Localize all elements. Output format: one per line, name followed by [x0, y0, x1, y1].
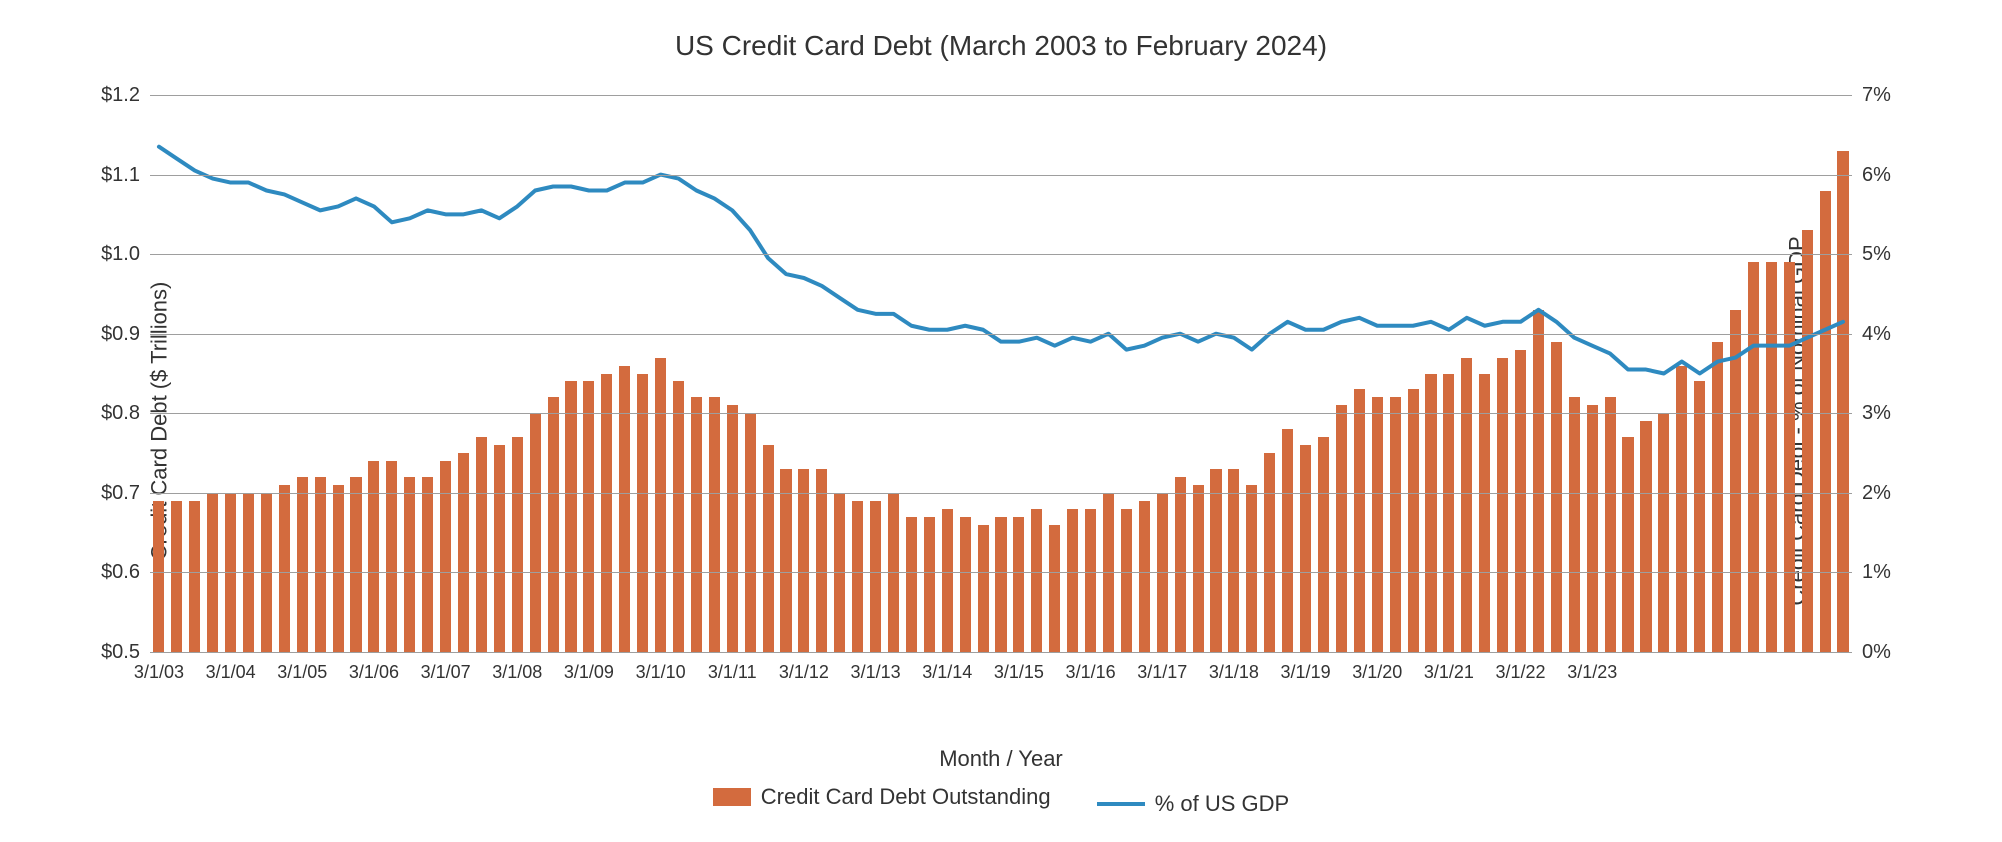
y-right-tick: 7%: [1852, 85, 1922, 105]
x-axis-tick: 3/1/22: [1496, 662, 1546, 683]
y-left-tick: $0.9: [70, 324, 150, 344]
y-right-tick: 1%: [1852, 562, 1922, 582]
gridline: [150, 493, 1852, 494]
x-axis-tick: 3/1/20: [1352, 662, 1402, 683]
x-axis-tick: 3/1/16: [1066, 662, 1116, 683]
gridline: [150, 652, 1852, 653]
y-right-tick: 2%: [1852, 483, 1922, 503]
y-left-tick: $1.1: [70, 165, 150, 185]
legend-item-line: % of US GDP: [1097, 791, 1289, 817]
x-axis-tick: 3/1/11: [708, 662, 757, 683]
y-left-tick: $0.7: [70, 483, 150, 503]
chart-title: US Credit Card Debt (March 2003 to Febru…: [0, 30, 2002, 62]
x-axis-tick: 3/1/23: [1567, 662, 1617, 683]
x-axis-tick: 3/1/04: [206, 662, 256, 683]
y-right-tick: 5%: [1852, 244, 1922, 264]
x-axis-tick: 3/1/17: [1137, 662, 1187, 683]
x-axis-ticks: 3/1/033/1/043/1/053/1/063/1/073/1/083/1/…: [150, 662, 1852, 702]
x-axis-tick: 3/1/03: [134, 662, 184, 683]
gridline: [150, 413, 1852, 414]
gridline: [150, 254, 1852, 255]
y-left-tick: $1.2: [70, 85, 150, 105]
credit-card-debt-chart: US Credit Card Debt (March 2003 to Febru…: [0, 0, 2002, 842]
legend-label-bars: Credit Card Debt Outstanding: [761, 784, 1051, 810]
x-axis-tick: 3/1/07: [421, 662, 471, 683]
y-right-tick: 6%: [1852, 165, 1922, 185]
y-left-tick: $1.0: [70, 244, 150, 264]
plot-area: $0.5$0.6$0.7$0.8$0.9$1.0$1.1$1.20%1%2%3%…: [150, 95, 1852, 652]
y-left-tick: $0.6: [70, 562, 150, 582]
x-axis-tick: 3/1/13: [851, 662, 901, 683]
legend-item-bars: Credit Card Debt Outstanding: [713, 784, 1051, 810]
gridline: [150, 572, 1852, 573]
legend-label-line: % of US GDP: [1155, 791, 1289, 817]
x-axis-tick: 3/1/05: [277, 662, 327, 683]
legend-swatch-line-icon: [1097, 802, 1145, 806]
x-axis-tick: 3/1/21: [1424, 662, 1474, 683]
line-series: [150, 95, 1852, 652]
x-axis-tick: 3/1/10: [636, 662, 686, 683]
x-axis-tick: 3/1/18: [1209, 662, 1259, 683]
x-axis-tick: 3/1/19: [1281, 662, 1331, 683]
x-axis-label: Month / Year: [0, 746, 2002, 772]
y-right-tick: 3%: [1852, 403, 1922, 423]
x-axis-tick: 3/1/12: [779, 662, 829, 683]
x-axis-tick: 3/1/14: [922, 662, 972, 683]
chart-legend: Credit Card Debt Outstanding % of US GDP: [0, 784, 2002, 817]
gdp-percent-line: [159, 147, 1843, 374]
x-axis-tick: 3/1/06: [349, 662, 399, 683]
y-right-tick: 4%: [1852, 324, 1922, 344]
x-axis-tick: 3/1/15: [994, 662, 1044, 683]
x-axis-tick: 3/1/09: [564, 662, 614, 683]
gridline: [150, 334, 1852, 335]
y-right-tick: 0%: [1852, 642, 1922, 662]
y-left-tick: $0.5: [70, 642, 150, 662]
legend-swatch-bar-icon: [713, 788, 751, 806]
x-axis-tick: 3/1/08: [492, 662, 542, 683]
gridline: [150, 95, 1852, 96]
gridline: [150, 175, 1852, 176]
y-left-tick: $0.8: [70, 403, 150, 423]
